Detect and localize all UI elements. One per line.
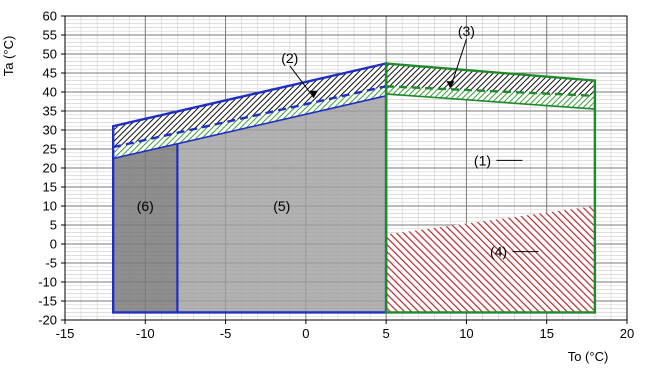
y-tick-label: -20 (38, 313, 57, 328)
region-2-green-band (113, 86, 387, 159)
region-3-leader (449, 39, 467, 89)
cooling-outline (384, 62, 597, 314)
x-tick-label: 0 (302, 326, 309, 341)
y-tick-label: 0 (50, 237, 57, 252)
region-3-green-band (386, 86, 595, 110)
region-6-label: (6) (137, 198, 154, 214)
region-4-label: (4) (490, 244, 507, 260)
y-tick-label: 55 (43, 28, 57, 43)
region-5-label: (5) (273, 198, 290, 214)
region-4-area (386, 206, 595, 313)
x-tick-label: 5 (383, 326, 390, 341)
y-tick-label: -5 (45, 256, 57, 271)
y-tick-label: 30 (43, 123, 57, 138)
y-tick-label: 40 (43, 85, 57, 100)
region-5-area (177, 92, 387, 313)
x-tick-label: 15 (539, 326, 553, 341)
y-tick-label: -15 (38, 294, 57, 309)
cooling-dashed-line (386, 85, 595, 97)
y-axis-label: Ta (°C) (1, 36, 16, 77)
region-3-label: (3) (458, 23, 475, 39)
y-tick-label: 50 (43, 47, 57, 62)
y-tick-label: 25 (43, 142, 57, 157)
region-2-black-band (113, 63, 387, 148)
y-tick-label: -10 (38, 275, 57, 290)
x-tick-label: 20 (620, 326, 634, 341)
y-tick-label: 5 (50, 218, 57, 233)
region-3-arrowhead (446, 81, 455, 89)
chart-areas (113, 63, 595, 313)
region-2-leader (289, 65, 315, 99)
x-tick-label: -5 (220, 326, 232, 341)
y-tick-label: 45 (43, 66, 57, 81)
cooling-lower-line (386, 93, 595, 110)
x-tick-label: -15 (56, 326, 75, 341)
x-tick-label: -10 (136, 326, 155, 341)
label-leaders (289, 39, 539, 253)
y-tick-label: 60 (43, 9, 57, 24)
x-tick-label: 10 (459, 326, 473, 341)
x-axis-label: To (°C) (568, 349, 609, 364)
region-6-area (113, 140, 178, 313)
y-tick-label: 15 (43, 180, 57, 195)
region-2-arrowhead (309, 90, 318, 98)
region-labels: (1) (2) (3) (4) (5) (6) (137, 23, 507, 259)
region-2-label: (2) (281, 50, 298, 66)
y-tick-label: 35 (43, 104, 57, 119)
y-tick-label: 20 (43, 161, 57, 176)
axis-ticks: -15 -10 -5 0 5 10 15 20-20-15-10-50510152025303… (38, 9, 634, 342)
heating-lower-line (113, 95, 387, 160)
region-1-label: (1) (474, 152, 491, 168)
chart-lines (111, 61, 597, 314)
heating-dashed-line (112, 85, 387, 149)
y-tick-label: 10 (43, 199, 57, 214)
